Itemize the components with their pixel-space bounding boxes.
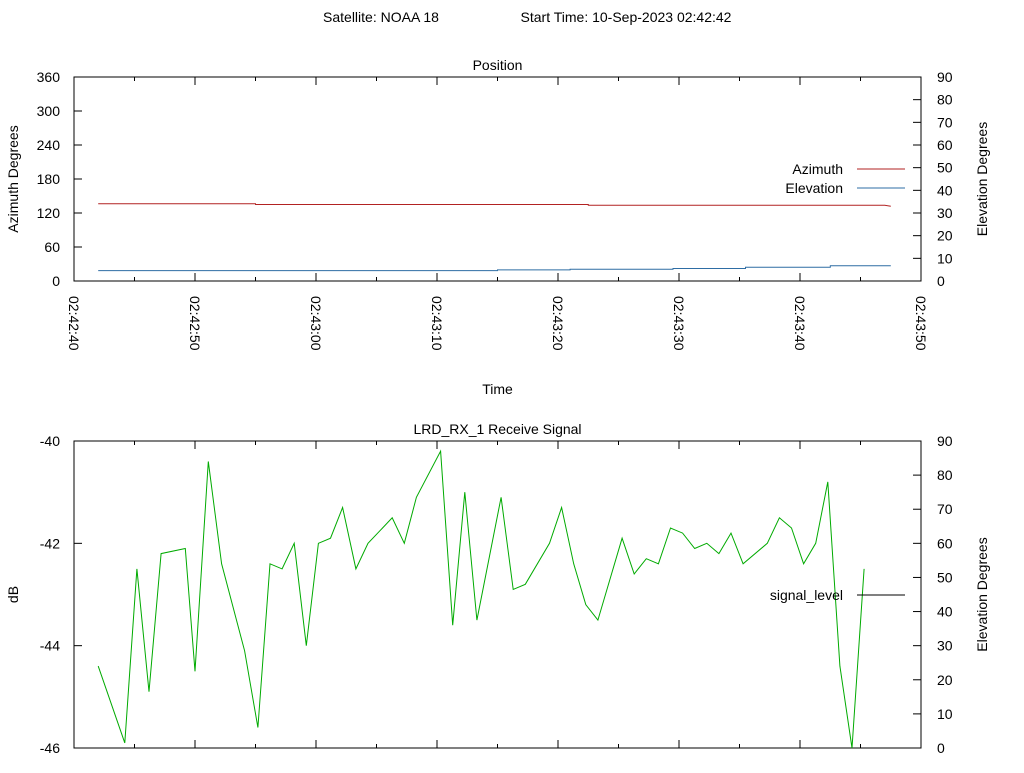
- chart-title: Position: [473, 57, 523, 73]
- y2-tick-label: 50: [937, 569, 953, 585]
- y2-tick-label: 30: [937, 638, 953, 654]
- y2-tick-label: 10: [937, 706, 953, 722]
- y-tick-label: 360: [37, 69, 61, 85]
- y2-tick-label: 10: [937, 250, 953, 266]
- x-tick-label: 02:43:00: [308, 296, 324, 351]
- x-tick-label: 02:43:10: [429, 296, 445, 351]
- x-tick-label: 02:43:40: [792, 296, 808, 351]
- y2-tick-label: 60: [937, 137, 953, 153]
- y2-tick-label: 70: [937, 114, 953, 130]
- receive-signal-chart: LRD_RX_1 Receive Signal -46 -44 -42 -40 0 10 20…: [5, 421, 990, 756]
- header-satellite: Satellite: NOAA 18: [323, 9, 439, 25]
- y-tick-label: -42: [40, 535, 60, 551]
- series-line-signal_level: [97, 449, 865, 749]
- y2-axis-label: Elevation Degrees: [974, 122, 990, 236]
- x-tick-label: 02:43:20: [550, 296, 566, 351]
- y2-tick-label: 70: [937, 501, 953, 517]
- series-line-azimuth: [98, 203, 891, 207]
- y-axis-label: Azimuth Degrees: [5, 125, 21, 232]
- legend-label-azimuth: Azimuth: [792, 161, 843, 177]
- y2-tick-label: 0: [937, 740, 945, 756]
- chart-title: LRD_RX_1 Receive Signal: [413, 421, 581, 437]
- y2-tick-label: 20: [937, 228, 953, 244]
- y-tick-label: -46: [40, 740, 60, 756]
- y2-tick-label: 40: [937, 182, 953, 198]
- y2-tick-label: 90: [937, 433, 953, 449]
- series-line-elevation: [98, 265, 891, 272]
- y2-tick-label: 40: [937, 604, 953, 620]
- y-tick-label: 0: [52, 273, 60, 289]
- legend-label-elevation: Elevation: [785, 180, 843, 196]
- y-tick-label: 60: [44, 239, 60, 255]
- y2-tick-label: 0: [937, 273, 945, 289]
- y-tick-label: 120: [37, 205, 61, 221]
- y2-tick-label: 50: [937, 160, 953, 176]
- x-tick-label: 02:43:30: [671, 296, 687, 351]
- y-axis-label: dB: [5, 586, 21, 603]
- y2-axis-label: Elevation Degrees: [974, 537, 990, 651]
- position-chart: Position 0 60 120 180 240 300 360 0 10 20 30 40 50 60 7…: [5, 57, 990, 397]
- y2-tick-label: 80: [937, 467, 953, 483]
- y2-tick-label: 90: [937, 69, 953, 85]
- y2-tick-label: 20: [937, 672, 953, 688]
- x-tick-label: 02:42:50: [187, 296, 203, 351]
- y2-tick-label: 80: [937, 92, 953, 108]
- y-tick-label: 180: [37, 171, 61, 187]
- x-tick-label: 02:43:50: [913, 296, 929, 351]
- legend-label-signal_level: signal_level: [770, 587, 843, 603]
- header-start-time: Start Time: 10-Sep-2023 02:42:42: [521, 9, 732, 25]
- plot-frame: [73, 76, 922, 282]
- x-tick-label: 02:42:40: [66, 296, 82, 351]
- x-axis-label: Time: [482, 381, 513, 397]
- y-tick-label: -44: [40, 638, 60, 654]
- y2-tick-label: 30: [937, 205, 953, 221]
- y-tick-label: -40: [40, 433, 60, 449]
- y-tick-label: 300: [37, 103, 61, 119]
- y-tick-label: 240: [37, 137, 61, 153]
- y2-tick-label: 60: [937, 535, 953, 551]
